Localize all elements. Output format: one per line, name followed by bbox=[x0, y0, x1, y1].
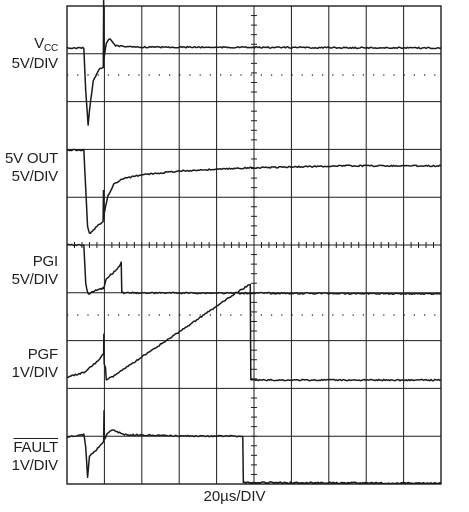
trace-vcc bbox=[66, 0, 442, 126]
fault-name: FAULT bbox=[13, 439, 58, 456]
channel-label-vcc: VCC 5V/DIV bbox=[0, 35, 59, 73]
channel-label-fault: FAULT 1V/DIV bbox=[0, 439, 59, 475]
waveform-traces bbox=[66, 0, 442, 485]
pgi-scale: 5V/DIV bbox=[11, 271, 59, 288]
time-scale-label: 20µs/DIV bbox=[203, 488, 266, 505]
vcc-name: V bbox=[34, 35, 44, 52]
pgf-scale: 1V/DIV bbox=[11, 364, 59, 381]
trace-pgf bbox=[66, 283, 442, 382]
5v-out-scale: 5V/DIV bbox=[11, 168, 59, 185]
5v-out-name: 5V OUT bbox=[5, 150, 58, 167]
trace-5v-out bbox=[66, 148, 442, 235]
trace-fault bbox=[66, 409, 442, 485]
channel-label-5v-out: 5V OUT 5V/DIV bbox=[0, 150, 58, 186]
vcc-scale: 5V/DIV bbox=[11, 55, 59, 72]
channel-label-pgf: PGF 1V/DIV bbox=[0, 346, 59, 382]
center-axis-ticks bbox=[66, 5, 442, 485]
channel-label-pgi: PGI 5V/DIV bbox=[0, 253, 59, 289]
vcc-subscript: CC bbox=[43, 43, 58, 54]
pgf-name: PGF bbox=[27, 346, 58, 363]
dotted-reference-lines bbox=[67, 74, 441, 316]
fault-scale: 1V/DIV bbox=[11, 457, 59, 474]
pgi-name: PGI bbox=[32, 253, 58, 270]
